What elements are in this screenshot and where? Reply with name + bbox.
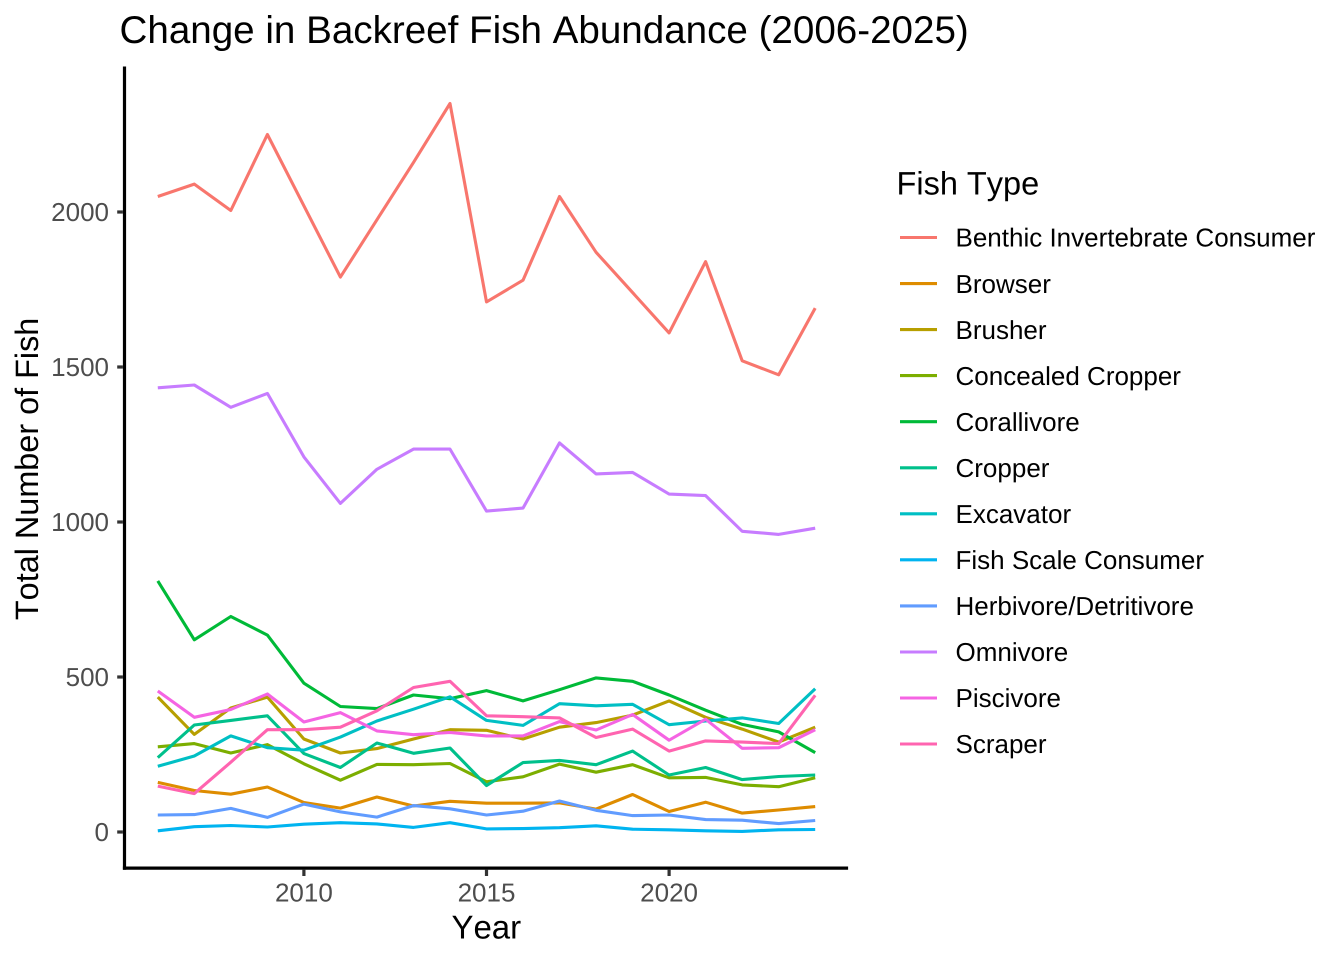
svg-text:Fish Type: Fish Type [897, 166, 1040, 202]
svg-text:2020: 2020 [640, 878, 698, 908]
svg-text:Brusher: Brusher [956, 315, 1047, 345]
svg-text:Change in Backreef Fish Abunda: Change in Backreef Fish Abundance (2006-… [120, 9, 969, 52]
svg-text:2010: 2010 [275, 878, 333, 908]
svg-text:1500: 1500 [51, 352, 109, 382]
svg-text:2000: 2000 [51, 197, 109, 227]
svg-text:2015: 2015 [458, 878, 516, 908]
svg-text:1000: 1000 [51, 507, 109, 537]
svg-text:Cropper: Cropper [956, 453, 1050, 483]
svg-text:Corallivore: Corallivore [956, 407, 1080, 437]
svg-text:Omnivore: Omnivore [956, 637, 1069, 667]
svg-text:Piscivore: Piscivore [956, 683, 1061, 713]
svg-text:Browser: Browser [956, 269, 1052, 299]
svg-text:Scraper: Scraper [956, 729, 1047, 759]
svg-text:Total Number of Fish: Total Number of Fish [9, 318, 45, 620]
svg-text:0: 0 [95, 817, 109, 847]
svg-text:Concealed Cropper: Concealed Cropper [956, 361, 1182, 391]
svg-text:Herbivore/Detritivore: Herbivore/Detritivore [956, 591, 1194, 621]
svg-text:Excavator: Excavator [956, 499, 1072, 529]
svg-text:500: 500 [66, 662, 109, 692]
svg-text:Fish Scale Consumer: Fish Scale Consumer [956, 545, 1205, 575]
svg-text:Year: Year [451, 909, 521, 946]
svg-text:Benthic Invertebrate Consumer: Benthic Invertebrate Consumer [956, 223, 1316, 253]
